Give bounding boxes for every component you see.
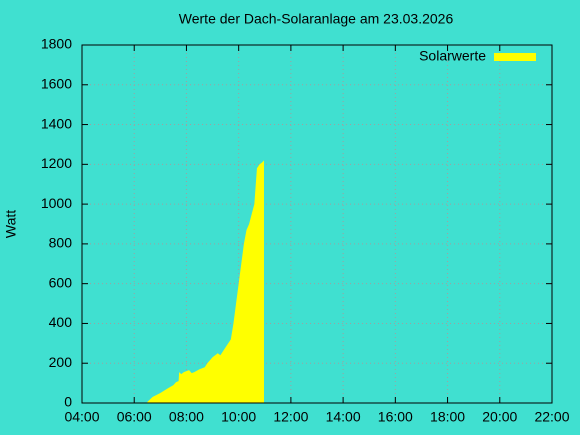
legend-label: Solarwerte bbox=[419, 48, 486, 64]
legend-swatch bbox=[494, 53, 536, 61]
x-tick-label: 06:00 bbox=[117, 409, 152, 425]
y-tick-label: 600 bbox=[49, 274, 73, 290]
plot-border bbox=[81, 44, 553, 404]
y-tick-label: 800 bbox=[49, 235, 73, 251]
x-tick-label: 04:00 bbox=[64, 409, 99, 425]
chart-title: Werte der Dach-Solaranlage am 23.03.2026 bbox=[179, 11, 454, 27]
x-tick-label: 14:00 bbox=[326, 409, 361, 425]
x-tick-label: 16:00 bbox=[378, 409, 413, 425]
x-tick-label: 18:00 bbox=[430, 409, 465, 425]
y-tick-label: 400 bbox=[49, 314, 73, 330]
y-axis-label: Watt bbox=[3, 210, 19, 238]
y-tick-label: 1400 bbox=[41, 115, 72, 131]
area bbox=[147, 160, 264, 403]
x-tick-label: 20:00 bbox=[482, 409, 517, 425]
y-tick-label: 1000 bbox=[41, 195, 72, 211]
x-tick-label: 12:00 bbox=[273, 409, 308, 425]
y-tick-label: 1800 bbox=[41, 36, 72, 52]
x-tick-label: 22:00 bbox=[534, 409, 569, 425]
y-tick-label: 0 bbox=[64, 394, 72, 410]
x-tick-label: 08:00 bbox=[169, 409, 204, 425]
y-tick-label: 200 bbox=[49, 354, 73, 370]
y-tick-label: 1200 bbox=[41, 155, 72, 171]
x-tick-label: 10:00 bbox=[221, 409, 256, 425]
y-tick-label: 1600 bbox=[41, 75, 72, 91]
